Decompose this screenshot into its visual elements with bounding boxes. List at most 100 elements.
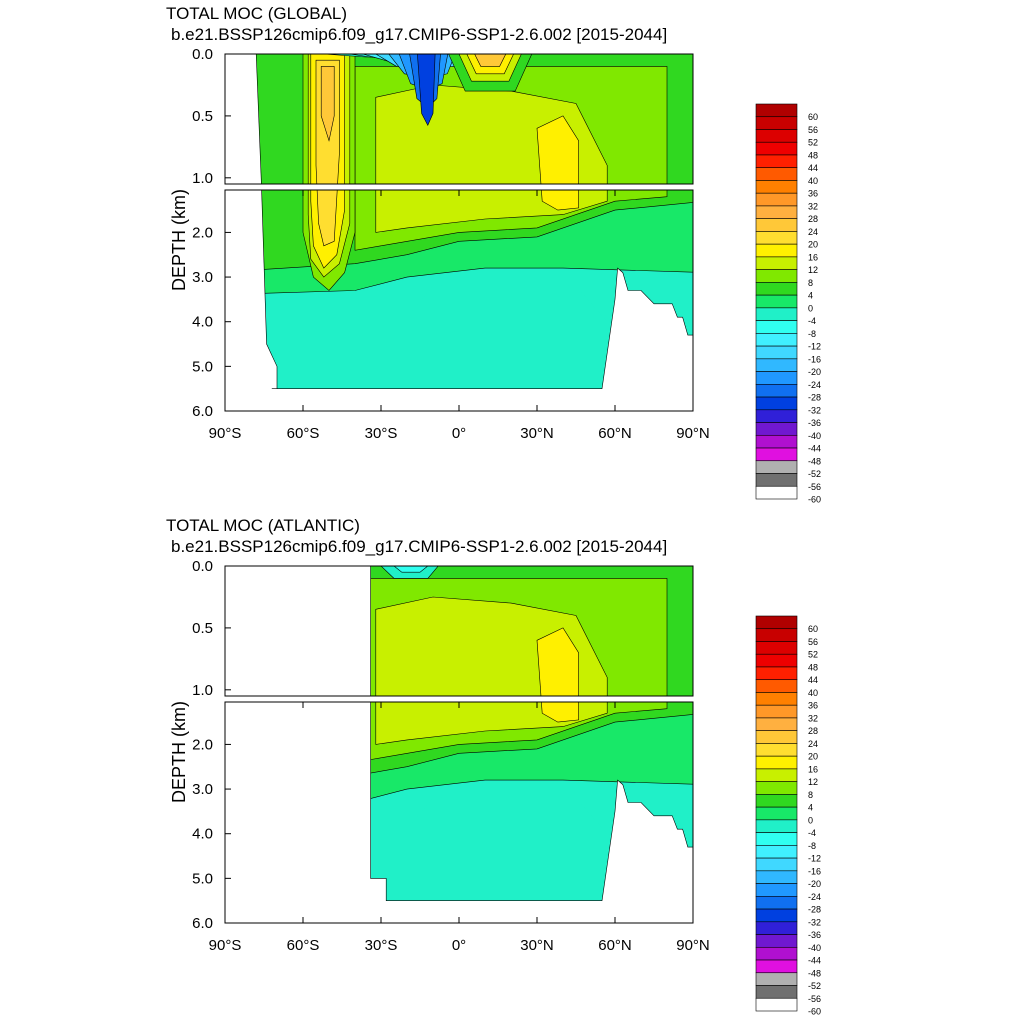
y-tick-label: 1.0 xyxy=(192,682,213,699)
colorbar-label: 60 xyxy=(808,624,818,634)
colorbar-label: -24 xyxy=(808,380,821,390)
colorbar-label: -8 xyxy=(808,329,816,339)
contour-field xyxy=(256,54,693,389)
colorbar-label: 28 xyxy=(808,214,818,224)
colorbar-swatch xyxy=(755,768,798,782)
colorbar-label: 52 xyxy=(808,138,818,148)
x-tick-label: 90°S xyxy=(209,937,242,954)
y-axis-label: DEPTH (km) xyxy=(169,189,189,291)
chart-subtitle: b.e21.BSSP126cmip6.f09_g17.CMIP6-SSP1-2.… xyxy=(171,25,668,44)
colorbar-label: -44 xyxy=(808,444,821,454)
y-tick-label: 0.5 xyxy=(192,108,213,125)
colorbar-label: 20 xyxy=(808,752,818,762)
x-tick-label: 30°N xyxy=(520,425,554,442)
colorbar-swatch xyxy=(755,628,798,642)
colorbar-swatch xyxy=(755,615,798,630)
contour-band xyxy=(394,281,608,389)
colorbar-swatch xyxy=(755,307,798,321)
y-axis-label: DEPTH (km) xyxy=(169,701,189,803)
colorbar-swatch xyxy=(755,371,798,385)
ocean-outline xyxy=(370,565,694,901)
colorbar-swatch xyxy=(755,819,798,833)
x-tick-label: 0° xyxy=(452,937,466,954)
colorbar-swatch xyxy=(755,717,798,731)
y-tick-label: 3.0 xyxy=(192,781,213,798)
colorbar-swatch xyxy=(755,921,798,935)
colorbar-swatch xyxy=(755,103,798,118)
colorbar-label: 56 xyxy=(808,125,818,135)
colorbar-label: -56 xyxy=(808,994,821,1004)
y-tick-label: 0.0 xyxy=(192,558,213,575)
colorbar-label: -28 xyxy=(808,905,821,915)
colorbar-label: 8 xyxy=(808,790,813,800)
colorbar-swatch xyxy=(755,231,798,245)
colorbar-swatch xyxy=(755,384,798,398)
chart-title: TOTAL MOC (ATLANTIC) xyxy=(166,516,360,535)
colorbar-swatch xyxy=(755,485,798,500)
colorbar-swatch xyxy=(755,743,798,757)
y-tick-label: 0.5 xyxy=(192,620,213,637)
colorbar-label: -36 xyxy=(808,418,821,428)
colorbar-swatch xyxy=(755,460,798,474)
y-tick-label: 1.0 xyxy=(192,170,213,187)
colorbar-label: 52 xyxy=(808,650,818,660)
y-tick-label: 4.0 xyxy=(192,314,213,331)
colorbar-swatch xyxy=(755,704,798,719)
colorbar-swatch xyxy=(755,934,798,948)
x-tick-label: 30°S xyxy=(365,937,398,954)
colorbar-swatch xyxy=(755,167,798,181)
colorbar-swatch xyxy=(755,985,798,999)
colorbar-swatch xyxy=(755,845,798,859)
colorbar-label: 12 xyxy=(808,265,818,275)
colorbar-label: -40 xyxy=(808,943,821,953)
colorbar-label: -32 xyxy=(808,917,821,927)
colorbar-swatch xyxy=(755,896,798,910)
colorbar-swatch xyxy=(755,320,798,334)
x-tick-label: 30°S xyxy=(365,425,398,442)
y-tick-label: 6.0 xyxy=(192,403,213,420)
colorbar-swatch xyxy=(755,409,798,423)
colorbar-swatch xyxy=(755,358,798,372)
colorbar-swatch xyxy=(755,972,798,986)
colorbar-swatch xyxy=(755,422,798,436)
colorbar-swatch xyxy=(755,434,798,449)
axis-break xyxy=(223,184,695,190)
colorbar-label: 28 xyxy=(808,726,818,736)
colorbar-swatch xyxy=(755,473,798,487)
colorbar-label: -4 xyxy=(808,828,816,838)
colorbar-label: -4 xyxy=(808,316,816,326)
colorbar-swatch xyxy=(755,832,798,846)
x-tick-label: 90°N xyxy=(676,425,710,442)
colorbar-label: 44 xyxy=(808,675,818,685)
colorbar-swatch xyxy=(755,205,798,219)
colorbar-swatch xyxy=(755,692,798,706)
colorbar-swatch xyxy=(755,679,798,693)
colorbar-swatch xyxy=(755,333,798,347)
colorbar-label: 32 xyxy=(808,201,818,211)
colorbar-label: 16 xyxy=(808,764,818,774)
colorbar-swatch xyxy=(755,243,798,258)
x-tick-label: 60°N xyxy=(598,425,632,442)
colorbar-label: 12 xyxy=(808,777,818,787)
x-tick-label: 60°N xyxy=(598,937,632,954)
moc-atlantic-chart: 90°S 60°S 30°S 0° 30°N 60°N 90°N 0.0 0.5 1.0 2.0 3.… xyxy=(169,558,821,1017)
colorbar-label: -12 xyxy=(808,854,821,864)
colorbar-swatch xyxy=(755,870,798,884)
contour-band xyxy=(474,54,507,67)
contour-band xyxy=(394,793,608,901)
moc-atlantic-panel: TOTAL MOC (ATLANTIC) b.e21.BSSP126cmip6.… xyxy=(0,512,1024,1024)
colorbar-label: 44 xyxy=(808,163,818,173)
axis-break xyxy=(223,696,695,702)
colorbar-label: -52 xyxy=(808,469,821,479)
colorbar-label: -36 xyxy=(808,930,821,940)
upper-plot-frame xyxy=(224,53,694,185)
colorbar-label: -16 xyxy=(808,866,821,876)
colorbar-label: -60 xyxy=(808,495,821,505)
colorbar-swatch xyxy=(755,269,798,283)
moc-global-chart: 90°S 60°S 30°S 0° 30°N 60°N 90°N 0.0 0.5 1.0 2.0 3.… xyxy=(169,46,821,505)
colorbar-label: 36 xyxy=(808,701,818,711)
x-tick-label: 30°N xyxy=(520,937,554,954)
colorbar-label: 4 xyxy=(808,803,813,813)
colorbar-label: 0 xyxy=(808,815,813,825)
colorbar-swatch xyxy=(755,653,798,668)
